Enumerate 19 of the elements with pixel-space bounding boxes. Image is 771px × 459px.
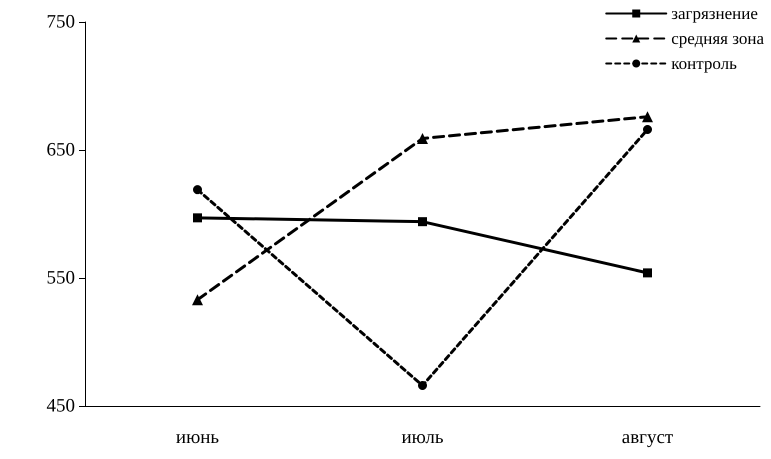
y-tick-label: 550 xyxy=(46,268,75,288)
point xyxy=(418,217,427,226)
point xyxy=(417,132,428,144)
y-tick-label: 650 xyxy=(46,140,75,160)
x-tick-label: июнь xyxy=(176,427,220,448)
y-tick-label: 750 xyxy=(46,12,75,32)
point xyxy=(418,381,427,390)
y-tick-label: 450 xyxy=(46,396,75,416)
point xyxy=(642,111,653,122)
point xyxy=(643,125,652,134)
legend-label: средняя зона xyxy=(671,29,764,48)
x-tick-label: июль xyxy=(401,427,444,448)
point xyxy=(643,268,652,278)
point xyxy=(193,213,202,222)
point xyxy=(192,294,203,306)
x-tick-label: август xyxy=(622,427,674,448)
point xyxy=(193,185,202,194)
legend-label: контроль xyxy=(671,54,738,73)
legend-label: загрязнение xyxy=(671,4,758,23)
